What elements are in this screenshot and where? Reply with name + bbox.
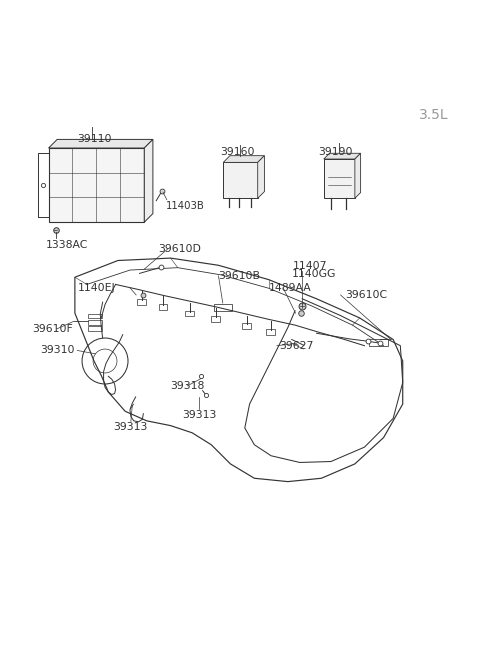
Text: 1338AC: 1338AC [46, 240, 88, 250]
Text: 11403B: 11403B [166, 201, 204, 211]
Bar [88, 314, 102, 318]
Text: 39610B: 39610B [218, 271, 261, 281]
Text: 1489AA: 1489AA [269, 283, 312, 293]
Bar [211, 316, 220, 322]
Bar [48, 148, 144, 222]
Text: 11407: 11407 [293, 261, 327, 271]
Bar [137, 299, 146, 305]
Text: 39310: 39310 [40, 345, 75, 356]
Polygon shape [324, 153, 360, 159]
Text: 39313: 39313 [182, 409, 216, 420]
Bar [266, 329, 275, 335]
Text: 39110: 39110 [77, 134, 111, 144]
Text: 39627: 39627 [279, 341, 313, 350]
Polygon shape [144, 140, 153, 222]
Bar [88, 326, 102, 331]
Bar [185, 310, 193, 316]
Polygon shape [258, 156, 264, 198]
Text: 39610F: 39610F [32, 324, 72, 334]
Bar [88, 320, 102, 325]
Bar [214, 304, 232, 310]
Text: 39160: 39160 [220, 147, 255, 157]
Bar [158, 304, 167, 310]
Text: 39318: 39318 [170, 381, 204, 391]
Bar [242, 323, 251, 329]
Polygon shape [223, 156, 264, 162]
Text: 39313: 39313 [114, 422, 148, 432]
Text: 39190: 39190 [318, 147, 353, 157]
Text: 1140GG: 1140GG [292, 269, 336, 279]
Bar [324, 159, 355, 198]
Text: 39610C: 39610C [345, 290, 387, 300]
Polygon shape [48, 140, 153, 148]
Polygon shape [355, 153, 360, 198]
Bar [369, 339, 388, 346]
Text: 39610D: 39610D [158, 244, 202, 253]
Text: 1140EJ: 1140EJ [78, 283, 116, 293]
Text: 3.5L: 3.5L [419, 107, 449, 122]
Bar [223, 162, 258, 198]
